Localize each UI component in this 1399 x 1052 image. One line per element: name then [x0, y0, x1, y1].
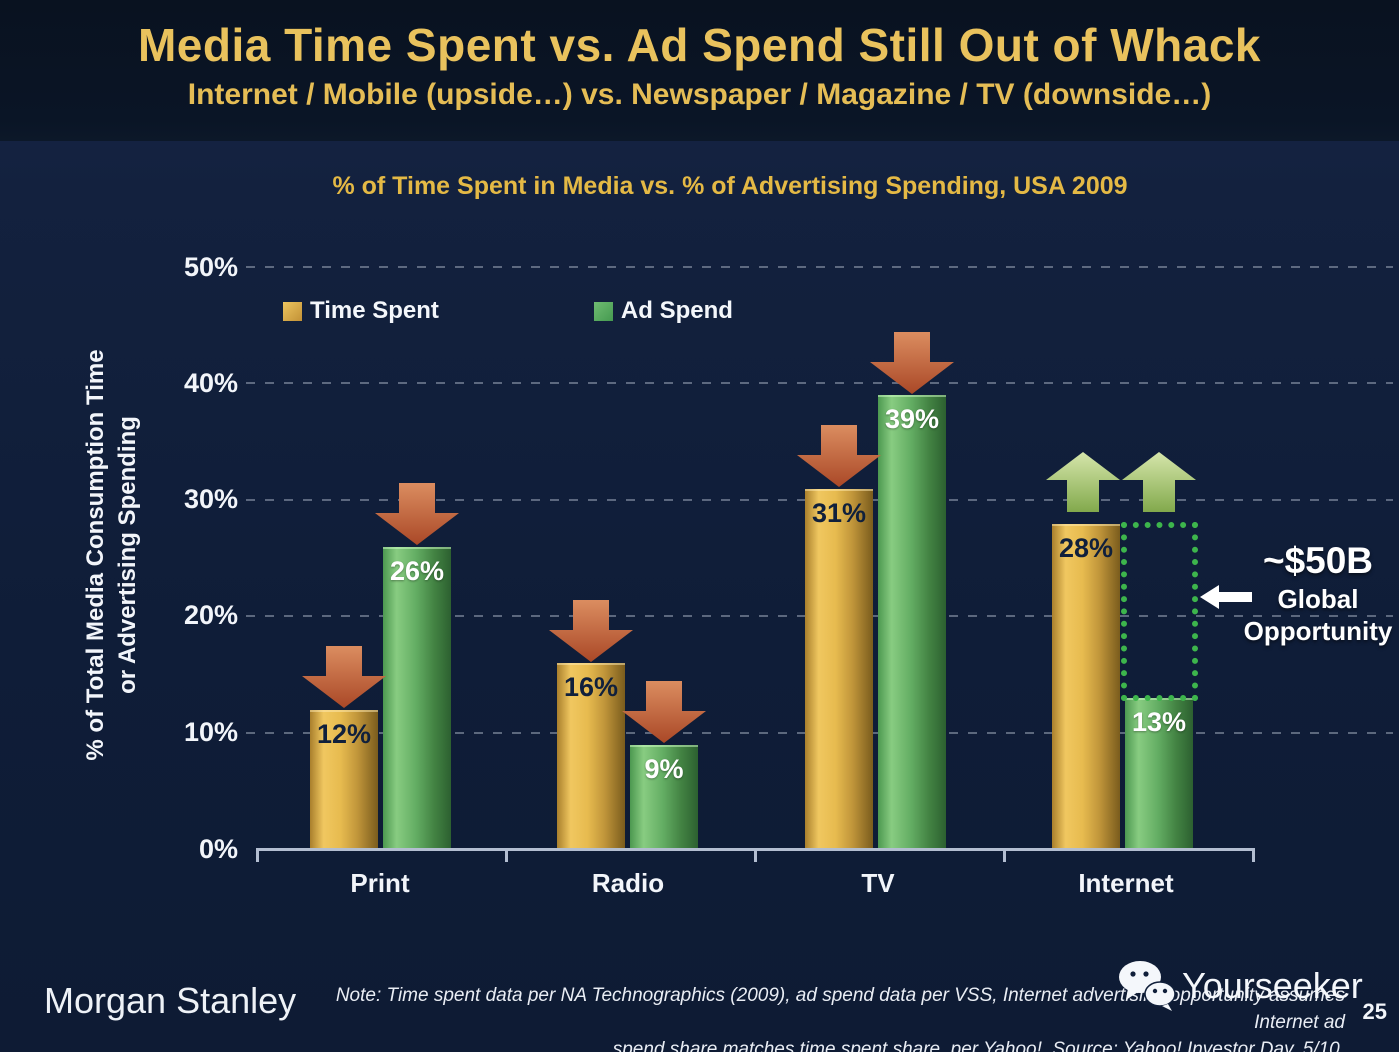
- down-arrow-icon: [797, 425, 881, 487]
- watermark: Yourseeker: [1116, 960, 1363, 1012]
- category-label-tv: TV: [861, 868, 895, 898]
- watermark-text: Yourseeker: [1182, 965, 1363, 1006]
- axis-tick: [505, 848, 508, 862]
- page-number: 25: [1362, 999, 1387, 1024]
- down-arrow-icon: [622, 681, 706, 743]
- slide-title: Media Time Spent vs. Ad Spend Still Out …: [137, 19, 1262, 71]
- legend-label-time-spent: Time Spent: [310, 297, 439, 324]
- gridline-50: [246, 266, 1393, 268]
- axis-tick: [1003, 848, 1006, 862]
- bar-value-label: 31%: [811, 498, 867, 528]
- gridline-40: [246, 382, 1393, 384]
- y-tick-40: 40%: [183, 368, 238, 398]
- category-label-internet: Internet: [1078, 868, 1174, 898]
- bar-value-label: 16%: [563, 672, 619, 702]
- down-arrow-icon: [870, 332, 954, 394]
- bar-radio-ad-spend: 9%: [630, 745, 698, 850]
- bar-tv-time-spent: 31%: [805, 489, 873, 850]
- y-tick-30: 30%: [183, 484, 238, 514]
- slide-header: Media Time Spent vs. Ad Spend Still Out …: [0, 0, 1399, 141]
- up-arrow-icon: [1046, 452, 1120, 512]
- bar-value-label: 13%: [1131, 707, 1187, 737]
- bar-tv-ad-spend: 39%: [878, 395, 946, 850]
- bar-print-ad-spend: 26%: [383, 547, 451, 850]
- left-arrow-icon: [1200, 585, 1252, 609]
- legend: Time Spent Ad Spend: [283, 297, 733, 325]
- down-arrow-icon: [549, 600, 633, 662]
- bar-value-label: 28%: [1058, 533, 1114, 563]
- source-note: Note: Time spent data per NA Technograph…: [335, 985, 1345, 1052]
- axis-tick: [754, 848, 757, 862]
- chart-title: % of Time Spent in Media vs. % of Advert…: [332, 172, 1128, 200]
- y-tick-0: 0%: [198, 834, 238, 864]
- opportunity-outline-box: [1121, 522, 1198, 701]
- legend-swatch-time-spent: [283, 301, 302, 321]
- bar-value-label: 39%: [884, 404, 940, 434]
- bar-internet-time-spent: 28%: [1052, 524, 1120, 850]
- category-label-print: Print: [350, 868, 410, 898]
- down-arrow-icon: [302, 646, 386, 708]
- legend-label-ad-spend: Ad Spend: [620, 297, 733, 324]
- bar-value-label: 26%: [389, 556, 445, 586]
- y-tick-20: 20%: [183, 600, 238, 630]
- axis-tick: [256, 848, 259, 862]
- down-arrow-icon: [375, 483, 459, 545]
- bar-value-label: 12%: [316, 719, 372, 749]
- y-tick-50: 50%: [183, 252, 238, 282]
- wechat-icon: [1119, 961, 1176, 1011]
- morgan-stanley-logo: Morgan Stanley: [44, 980, 297, 1021]
- y-tick-10: 10%: [183, 717, 238, 747]
- bar-radio-time-spent: 16%: [557, 663, 625, 850]
- bar-value-label: 9%: [644, 754, 684, 784]
- opportunity-value: ~$50B: [1262, 540, 1374, 581]
- legend-swatch-ad-spend: [593, 301, 613, 321]
- plot-area: 12% 26% 16% 9% 31% 39% 28% 13%: [0, 267, 1399, 850]
- up-arrow-icon: [1122, 452, 1196, 512]
- slide-subtitle: Internet / Mobile (upside…) vs. Newspape…: [187, 78, 1212, 111]
- bar-internet-ad-spend: 13%: [1125, 698, 1193, 850]
- bar-print-time-spent: 12%: [310, 710, 378, 850]
- axis-tick: [1252, 848, 1255, 862]
- category-label-radio: Radio: [591, 868, 665, 898]
- opportunity-annotation: ~$50B Global Opportunity: [1238, 540, 1398, 646]
